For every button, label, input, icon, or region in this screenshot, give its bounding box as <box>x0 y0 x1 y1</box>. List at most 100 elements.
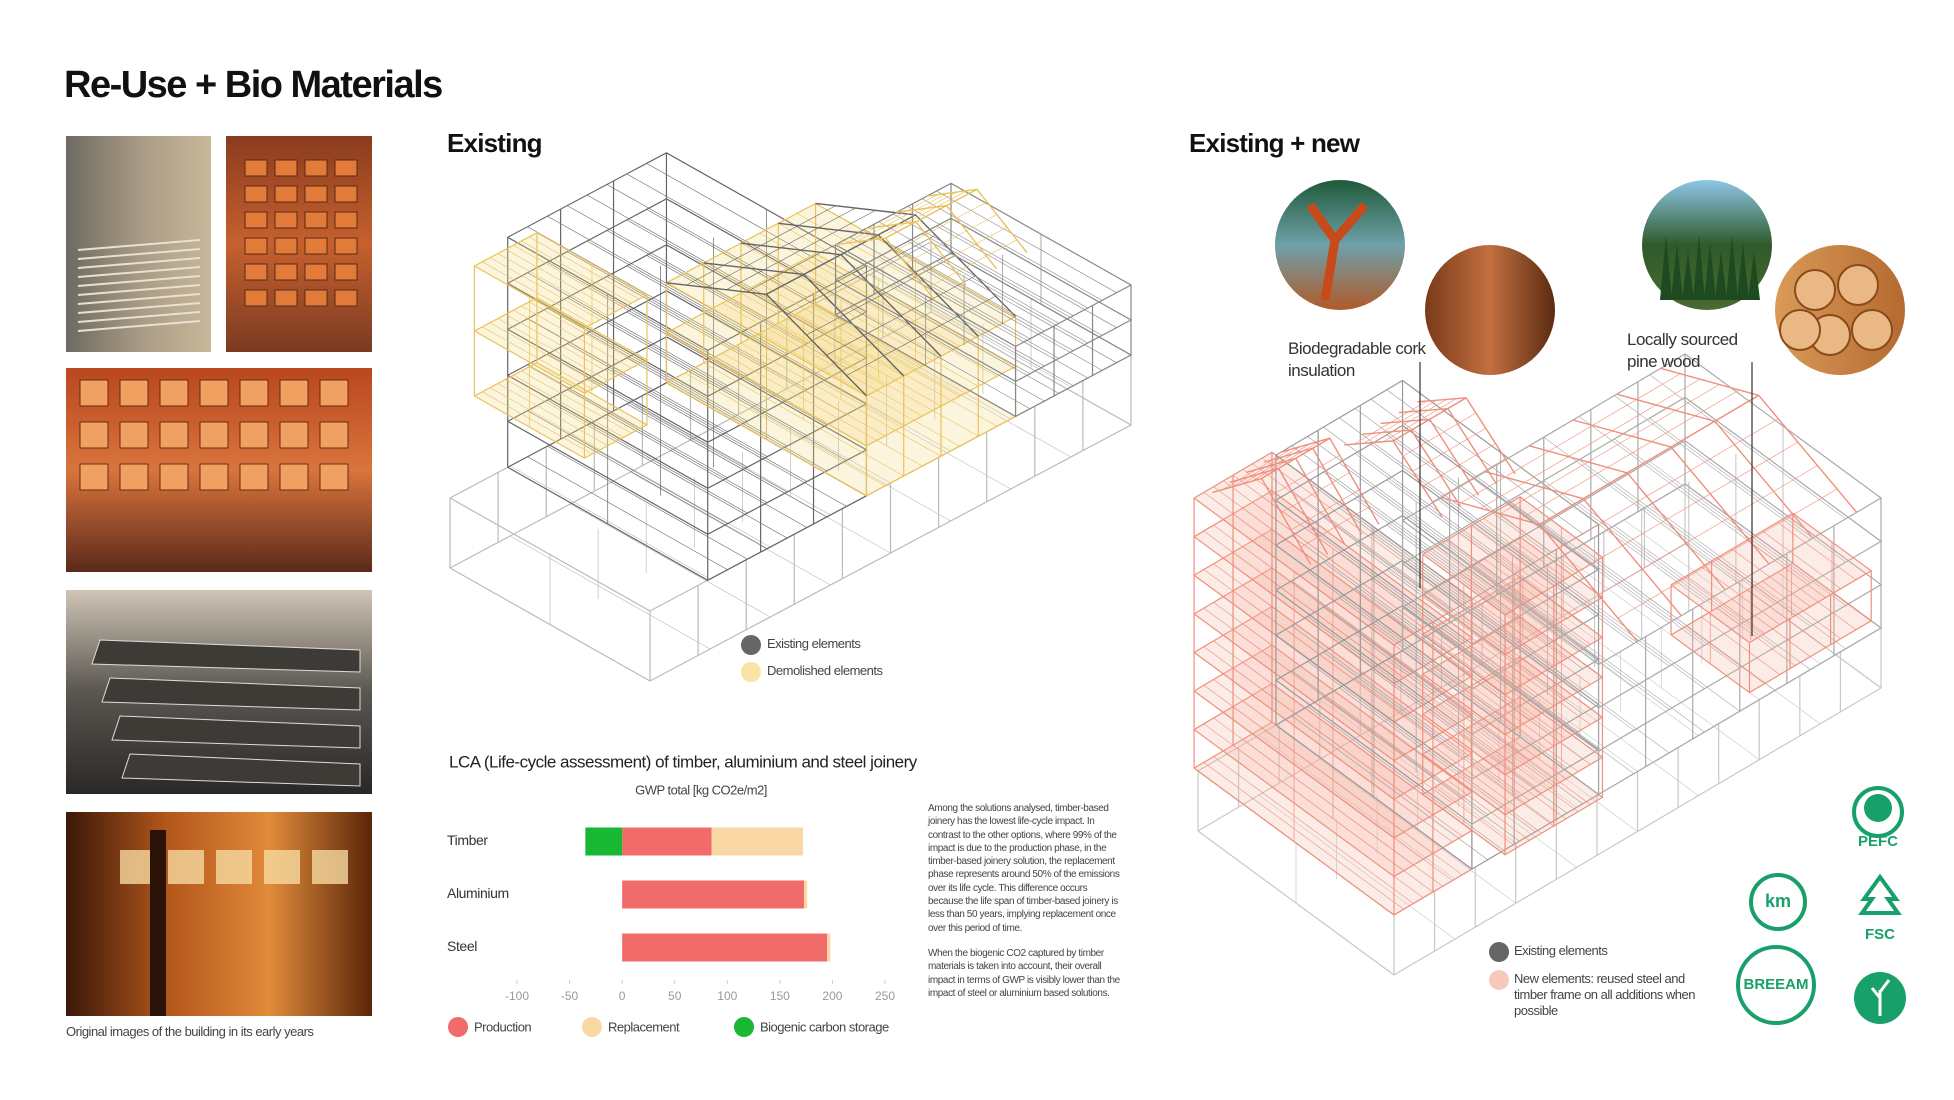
photo-detail <box>319 463 349 491</box>
drawing-line <box>1614 395 1811 540</box>
drawing-line <box>1386 389 1583 535</box>
photo-detail <box>199 463 229 491</box>
photo-detail <box>1851 309 1893 351</box>
photo-detail <box>334 159 358 177</box>
drawing-line <box>1258 794 1456 940</box>
drawing-line <box>1213 756 1414 904</box>
legend-swatch <box>741 635 761 655</box>
drawing-line <box>646 163 847 277</box>
photo-detail <box>244 211 268 229</box>
photo-detail <box>91 639 361 673</box>
drawing-line <box>1507 663 1591 725</box>
drawing-line <box>870 273 1072 388</box>
photo-detail <box>334 263 358 281</box>
drawing-line <box>806 255 956 336</box>
photo-detail <box>1693 235 1705 300</box>
drawing-line <box>1686 625 1765 684</box>
drawing-line <box>626 311 827 426</box>
axis-label: GWP total [kg CO2e/m2] <box>635 782 767 797</box>
drawing-line <box>1507 503 1591 565</box>
photo <box>66 812 372 1016</box>
logo-text: BREEAM <box>1743 976 1808 993</box>
legend-label: Production <box>474 1019 531 1034</box>
drawing-line <box>925 239 1018 289</box>
photo <box>66 136 211 352</box>
drawing-line <box>1660 367 1858 513</box>
drawing-line <box>810 305 1011 420</box>
legend-label: Replacement <box>608 1019 680 1034</box>
drawing-line <box>870 343 1072 458</box>
drawing-line <box>936 260 1117 363</box>
drawing-line <box>1213 717 1414 866</box>
photo-detail <box>1794 269 1836 311</box>
drawing-line <box>1495 550 1579 612</box>
drawing-line <box>1261 437 1330 479</box>
drawing-line <box>878 221 1059 324</box>
logo <box>1870 979 1891 1016</box>
x-tick-label: 150 <box>770 989 790 1003</box>
drawing-line <box>1213 640 1414 789</box>
photo-detail <box>159 421 189 449</box>
drawing-line <box>521 240 632 304</box>
drawing-line <box>895 201 988 251</box>
photo-detail <box>111 715 361 749</box>
photo-detail <box>1748 251 1760 300</box>
photo-detail <box>279 379 309 407</box>
photo-detail <box>239 379 269 407</box>
drawing-line <box>796 263 998 377</box>
legend-swatch <box>448 1017 468 1037</box>
photo-detail <box>1726 235 1738 300</box>
photo-detail <box>77 320 201 332</box>
drawing-line <box>1339 417 1536 563</box>
drawing-line <box>586 378 788 493</box>
photo-detail <box>334 289 358 307</box>
drawing-line <box>864 299 1045 402</box>
photo-detail <box>274 159 298 177</box>
drawing-line <box>1300 506 1370 548</box>
bar-segment <box>585 827 623 856</box>
drawing-line <box>1290 489 1360 531</box>
drawing-line <box>570 503 771 618</box>
drawing-line <box>1213 563 1414 711</box>
drawing-line <box>1370 443 1568 589</box>
drawing-line <box>1777 521 1857 581</box>
photo-detail <box>304 159 328 177</box>
material-label: Locally sourced pine wood <box>1627 330 1738 371</box>
drawing-line <box>1434 706 1518 768</box>
photo-detail <box>304 289 328 307</box>
drawing-line <box>786 234 936 315</box>
drawing-line <box>1252 463 1453 611</box>
bar-segment <box>827 933 831 962</box>
photo-detail <box>334 211 358 229</box>
logo-text: km <box>1765 891 1791 911</box>
photo-detail <box>312 850 348 884</box>
drawing-line <box>1746 539 1826 598</box>
legend-swatch <box>1489 942 1509 962</box>
logo <box>1852 786 1904 838</box>
photo-detail <box>274 185 298 203</box>
drawing-line <box>1386 524 1583 670</box>
drawing-line <box>1459 772 1542 834</box>
photo-detail <box>1660 235 1672 300</box>
photo-detail <box>121 753 361 787</box>
drawing-line <box>1370 623 1568 769</box>
drawing-line <box>1519 389 1740 520</box>
drawing-line <box>1508 457 1705 603</box>
drawing-line <box>1402 412 1477 457</box>
drawing-line <box>1392 397 1467 442</box>
drawing-line <box>1232 446 1301 488</box>
drawing-line <box>1281 472 1350 514</box>
photo-detail <box>77 275 201 287</box>
drawing-line <box>1323 426 1520 572</box>
drawing-line <box>1370 668 1568 814</box>
drawing-line <box>1507 703 1591 765</box>
drawing-line <box>1446 659 1530 721</box>
drawing-line <box>907 276 1088 379</box>
drawing-line <box>1446 619 1530 681</box>
drawing-line <box>706 207 856 288</box>
drawing-line <box>921 198 1103 301</box>
drawing-line <box>826 275 976 356</box>
material-label: Biodegradable cork insulation <box>1288 339 1426 380</box>
photo-detail <box>244 237 268 255</box>
